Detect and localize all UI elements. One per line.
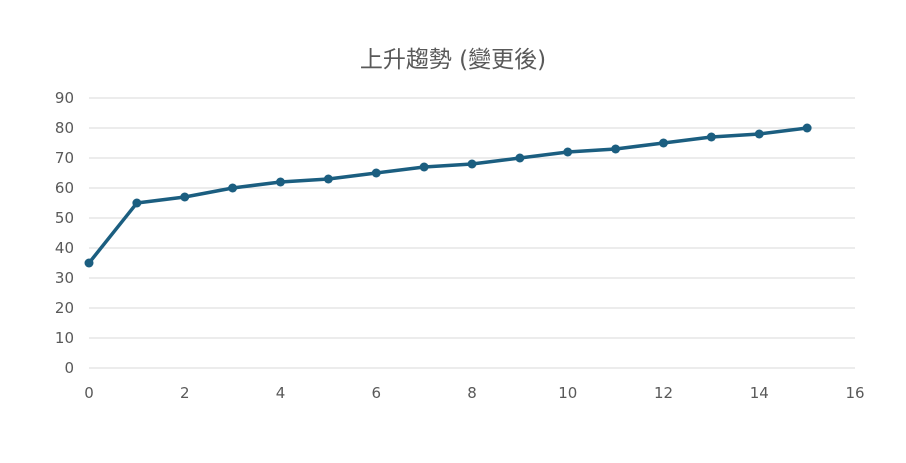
data-point (84, 258, 94, 268)
data-point (323, 174, 333, 184)
data-point (180, 192, 190, 202)
y-tick-label: 20 (55, 299, 74, 317)
data-point (132, 198, 142, 208)
data-point (802, 123, 812, 133)
y-tick-label: 10 (55, 329, 74, 347)
y-tick-label: 80 (55, 119, 74, 137)
y-tick-label: 50 (55, 209, 74, 227)
data-point (371, 168, 381, 178)
x-tick-label: 8 (467, 384, 477, 402)
y-tick-label: 90 (55, 89, 74, 107)
data-point (706, 132, 716, 142)
data-point (754, 129, 764, 139)
y-tick-label: 70 (55, 149, 74, 167)
y-tick-label: 0 (64, 359, 74, 377)
data-point (228, 183, 238, 193)
y-tick-label: 40 (55, 239, 74, 257)
data-point (276, 177, 285, 187)
y-tick-label: 30 (55, 269, 74, 287)
x-tick-label: 14 (750, 384, 769, 402)
x-tick-label: 12 (654, 384, 673, 402)
series-line (87, 126, 808, 265)
data-point (659, 138, 668, 148)
data-point (467, 159, 477, 169)
x-tick-label: 2 (180, 384, 190, 402)
data-point (419, 162, 429, 172)
data-point (515, 153, 525, 163)
x-tick-label: 6 (371, 384, 381, 402)
x-tick-label: 0 (84, 384, 94, 402)
chart-title: 上升趨勢 (變更後) (359, 47, 547, 73)
data-point (611, 144, 621, 154)
y-tick-label: 60 (55, 179, 74, 197)
x-tick-label: 16 (845, 384, 864, 402)
data-point (563, 147, 573, 157)
x-tick-label: 10 (558, 384, 577, 402)
x-tick-label: 4 (276, 384, 286, 402)
